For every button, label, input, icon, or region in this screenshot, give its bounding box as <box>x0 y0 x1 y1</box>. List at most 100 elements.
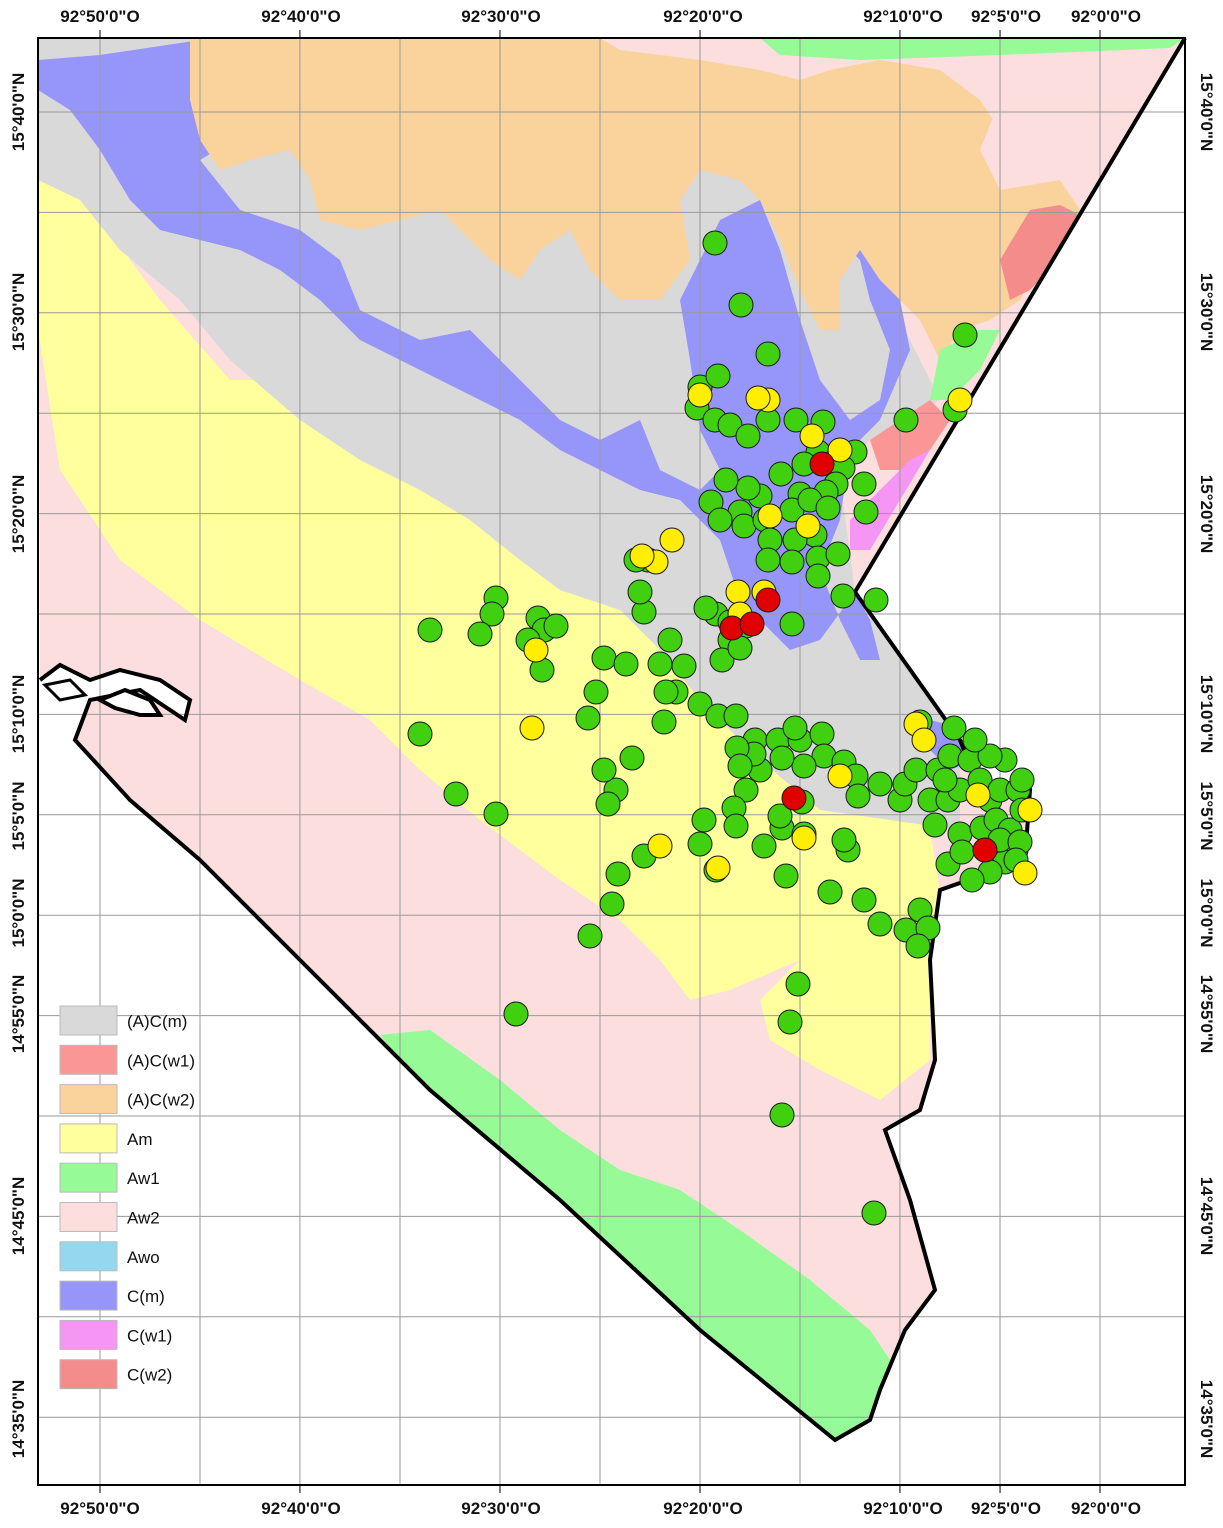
station-green <box>805 563 831 589</box>
station-red <box>739 611 765 637</box>
station-yellow <box>799 423 825 449</box>
legend-swatch <box>59 1005 118 1036</box>
station-yellow <box>629 543 655 569</box>
station-green <box>779 549 805 575</box>
lon-label: 92°10'0"O <box>863 1499 942 1518</box>
zone-cw2 <box>1000 205 1080 300</box>
station-green <box>769 1102 795 1128</box>
lon-label: 92°30'0"O <box>461 7 540 26</box>
station-green <box>728 292 754 318</box>
station-green <box>702 230 728 256</box>
station-green <box>851 471 877 497</box>
lagoon-inner <box>41 678 89 702</box>
weather-stations <box>407 230 1043 1226</box>
station-green <box>867 771 893 797</box>
station-green <box>791 753 817 779</box>
station-red <box>781 785 807 811</box>
lon-label: 92°40'0"O <box>261 1499 340 1518</box>
graticule <box>38 30 1185 1493</box>
lon-label: 92°5'0"O <box>971 1499 1041 1518</box>
station-green <box>735 423 761 449</box>
station-green <box>577 923 603 949</box>
station-green <box>893 407 919 433</box>
station-green <box>731 513 757 539</box>
station-green <box>727 753 753 779</box>
lat-label: 15°30'0"N <box>1197 273 1216 351</box>
lon-label: 92°20'0"O <box>663 1499 742 1518</box>
station-green <box>723 813 749 839</box>
lon-label: 92°50'0"O <box>60 1499 139 1518</box>
station-green <box>941 715 967 741</box>
station-green <box>817 879 843 905</box>
legend-label: Aw2 <box>127 1209 160 1228</box>
lon-label: 92°0'0"O <box>1071 1499 1141 1518</box>
station-yellow <box>791 825 817 851</box>
lat-label: 14°55'0"N <box>1197 975 1216 1053</box>
zone-cm <box>38 40 910 660</box>
station-green <box>709 647 735 673</box>
station-yellow <box>947 387 973 413</box>
station-green <box>583 679 609 705</box>
station-green <box>723 703 749 729</box>
lon-label: 92°40'0"O <box>261 7 340 26</box>
lat-label: 15°0'0"N <box>1197 879 1216 948</box>
station-yellow <box>795 513 821 539</box>
station-green <box>647 651 673 677</box>
station-green <box>713 467 739 493</box>
lon-label: 92°5'0"O <box>971 7 1041 26</box>
zone-acw1 <box>870 400 950 470</box>
station-green <box>543 613 569 639</box>
lat-label: 15°10'0"N <box>1197 675 1216 753</box>
station-green <box>733 777 759 803</box>
zone-aw1-top <box>760 38 1185 60</box>
legend-swatch <box>59 1241 118 1272</box>
station-yellow <box>1017 797 1043 823</box>
lat-label: 14°35'0"N <box>1197 1380 1216 1458</box>
station-green <box>687 691 713 717</box>
station-green <box>755 547 781 573</box>
station-green <box>599 891 625 917</box>
station-green <box>782 715 808 741</box>
station-green <box>613 651 639 677</box>
map-border <box>37 37 1186 1486</box>
station-green <box>863 587 889 613</box>
station-yellow <box>827 437 853 463</box>
station-green <box>627 579 653 605</box>
station-green <box>575 705 601 731</box>
station-green <box>595 791 621 817</box>
zone-cw1 <box>850 450 930 550</box>
legend-label: Awo <box>127 1248 160 1267</box>
station-red <box>809 451 835 477</box>
legend-label: Aw1 <box>127 1169 160 1188</box>
station-green <box>407 721 433 747</box>
zone-acw2 <box>190 40 1080 360</box>
station-green <box>767 803 793 829</box>
station-green <box>479 601 505 627</box>
station-green <box>657 627 683 653</box>
station-green <box>962 727 988 753</box>
legend-swatch <box>59 1280 118 1311</box>
lat-label: 15°10'0"N <box>9 675 28 753</box>
station-green <box>769 745 795 771</box>
station-yellow <box>1012 860 1038 886</box>
station-green <box>417 617 443 643</box>
station-green <box>949 839 975 865</box>
station-green <box>867 911 893 937</box>
lagoon-outline <box>95 687 164 717</box>
lat-label: 15°40'0"N <box>9 73 28 151</box>
station-green <box>922 812 948 838</box>
station-yellow <box>725 579 751 605</box>
lat-label: 14°45'0"N <box>9 1177 28 1255</box>
station-yellow <box>911 727 937 753</box>
lat-label: 15°20'0"N <box>9 475 28 553</box>
legend-swatch <box>59 1084 118 1115</box>
station-green <box>785 971 811 997</box>
station-green <box>783 407 809 433</box>
station-green <box>693 595 719 621</box>
legend-label: (A)C(w2) <box>127 1091 195 1110</box>
lat-label: 15°5'0"N <box>9 782 28 851</box>
legend-swatch <box>59 1359 118 1390</box>
station-green <box>751 833 777 859</box>
station-green <box>671 653 697 679</box>
lon-label: 92°20'0"O <box>663 7 742 26</box>
